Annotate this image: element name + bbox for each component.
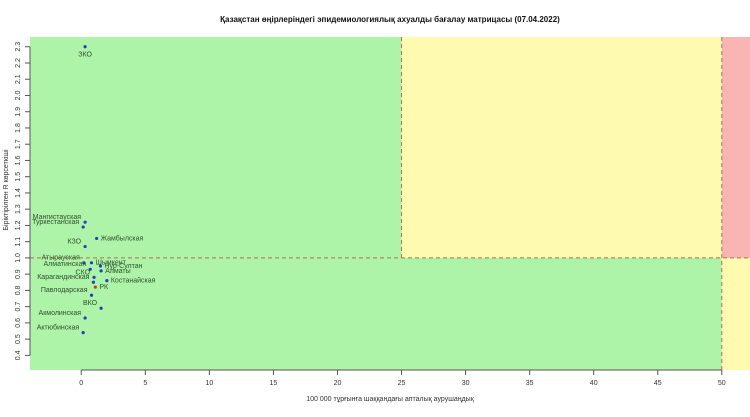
x-axis-label: 100 000 тұрғынға шаққандағы апталық ауру… [306, 396, 474, 403]
zone-green [30, 257, 722, 370]
point [99, 269, 103, 273]
x-tick-label: 45 [654, 380, 662, 387]
y-tick-label: 2.3 [15, 42, 22, 52]
point-label: Актюбинская [37, 323, 80, 331]
point [89, 293, 94, 297]
y-tick-label: 0.9 [15, 269, 22, 279]
y-tick-label: 1.0 [15, 253, 22, 263]
y-tick-label: 0.5 [15, 334, 22, 344]
point-label: ЗКО [78, 52, 92, 59]
y-axis-label: Біріктірілген R көрсеткіші [2, 149, 10, 231]
y-tick-label: 1.2 [15, 220, 22, 230]
zone-yellow [721, 257, 750, 370]
zone-yellow [401, 37, 722, 258]
x-tick-label: 35 [526, 380, 534, 387]
y-tick-label: 0.6 [15, 318, 22, 328]
x-tick-label: 5 [143, 380, 147, 387]
x-tick-label: 25 [398, 380, 406, 387]
point [83, 244, 87, 249]
zone-red [721, 37, 750, 258]
point-label: Шымкент [95, 260, 126, 267]
point-label: РК [99, 284, 109, 291]
point-label: Туркестанская [32, 219, 79, 226]
point-label: Карагандинская [37, 274, 89, 281]
chart-title: Қазақстан өңірлеріндегі эпидемиологиялық… [220, 15, 560, 24]
y-tick-label: 1.8 [15, 123, 22, 133]
point [81, 225, 85, 229]
x-tick-label: 30 [462, 380, 470, 387]
point [98, 264, 103, 268]
y-tick-label: 0.8 [15, 285, 22, 295]
y-tick-label: 1.3 [15, 204, 22, 214]
point-label: КЗО [67, 238, 81, 245]
point-label: ВКО [83, 300, 98, 307]
y-tick-label: 2.0 [15, 91, 22, 101]
point-label: Нур-Султан [104, 263, 142, 270]
x-tick-label: 20 [334, 380, 342, 387]
x-tick-label: 15 [270, 380, 278, 387]
point [82, 261, 86, 265]
point [88, 267, 92, 271]
y-tick-label: 1.6 [15, 155, 22, 165]
x-tick-label: 50 [718, 380, 726, 387]
x-tick-label: 0 [79, 380, 83, 387]
x-tick-label: 10 [205, 380, 213, 387]
point [105, 279, 109, 283]
point-label: Алматинская [44, 261, 87, 268]
point [91, 280, 96, 284]
y-tick-label: 0.4 [15, 350, 22, 360]
y-tick-label: 2.2 [15, 58, 22, 68]
point [83, 45, 87, 49]
y-tick-label: 0.7 [15, 302, 22, 312]
point-label: Мангистауская [33, 214, 82, 221]
point [92, 275, 96, 280]
point-label: СКО [76, 269, 91, 276]
point [93, 285, 97, 289]
point-label: Костанайская [111, 277, 156, 285]
y-tick-label: 1.4 [15, 188, 22, 198]
point [99, 306, 103, 310]
x-tick-label: 40 [590, 380, 598, 387]
y-tick-label: 1.5 [15, 172, 22, 182]
point-label: Павлодарская [41, 287, 88, 294]
point [81, 331, 85, 335]
point [95, 236, 99, 241]
point-label: Атырауская [42, 255, 80, 262]
y-tick-label: 1.9 [15, 107, 22, 117]
y-tick-label: 2.1 [15, 74, 22, 84]
point-label: Жамбылская [101, 234, 144, 242]
point [89, 261, 94, 265]
zone-green [30, 37, 402, 258]
point [83, 316, 87, 320]
point [83, 220, 87, 224]
point-label: Акмолинская [39, 310, 82, 317]
y-tick-label: 1.7 [15, 139, 22, 149]
point-label: Алматы [105, 268, 131, 275]
y-tick-label: 1.1 [15, 237, 22, 247]
